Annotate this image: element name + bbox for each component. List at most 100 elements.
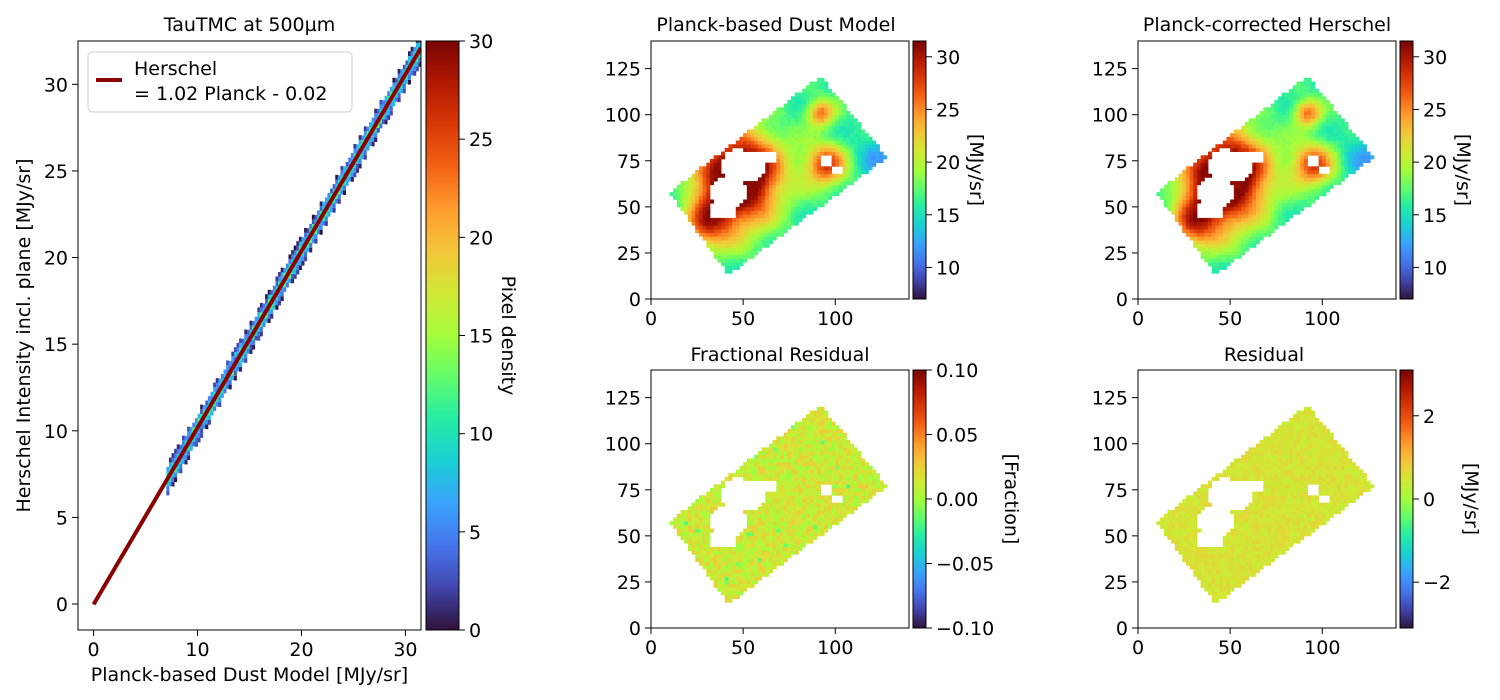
- res-pixel: [1204, 546, 1209, 551]
- fracres-pixel: [761, 502, 766, 507]
- corrected-pixel: [1292, 96, 1297, 101]
- corrected-pixel: [1329, 103, 1334, 108]
- corrected-pixel: [1255, 210, 1261, 215]
- res-pixel: [1237, 569, 1242, 574]
- model-pixel: [754, 188, 759, 193]
- model-pixel: [757, 147, 762, 152]
- model-pixel: [798, 129, 803, 134]
- res-pixel: [1200, 495, 1205, 500]
- corrected-pixel: [1185, 181, 1190, 186]
- model-pixel: [791, 155, 796, 160]
- model-pixel: [787, 195, 792, 200]
- model-pixel: [853, 147, 858, 152]
- density-cell: [270, 304, 274, 310]
- corrected-pixel: [1337, 173, 1342, 178]
- density-cell: [270, 290, 274, 295]
- model-pixel: [783, 144, 788, 149]
- density-cell: [207, 396, 211, 401]
- res-pixel: [1178, 550, 1183, 555]
- corrected-pixel: [1182, 199, 1187, 204]
- model-pixel: [695, 210, 700, 215]
- fracres-pixel: [717, 502, 722, 507]
- fracres-pixel: [709, 546, 715, 551]
- corrected-pixel: [1340, 136, 1345, 141]
- corrected-pixel: [1292, 107, 1297, 112]
- model-pixel: [687, 203, 692, 208]
- corrected-pixel: [1244, 217, 1249, 222]
- fracres-pixel: [776, 484, 781, 489]
- corrected-pixel: [1337, 166, 1342, 171]
- model-pixel: [746, 232, 751, 237]
- corrected-pixel: [1325, 99, 1331, 105]
- model-pixel: [706, 162, 711, 167]
- corrected-pixel: [1344, 144, 1349, 149]
- fracres-pixel: [732, 594, 737, 599]
- corrected-pixel: [1185, 192, 1190, 197]
- density-cell: [168, 462, 172, 468]
- fracres-pixel: [875, 484, 880, 489]
- res-pixel: [1233, 554, 1238, 559]
- model-pixel: [757, 184, 762, 189]
- density-cell: [301, 251, 305, 257]
- res-pixel: [1233, 572, 1238, 577]
- model-pixel: [776, 170, 781, 175]
- density-cell: [291, 269, 295, 274]
- fracres-pixel: [765, 543, 770, 548]
- res-pixel: [1211, 561, 1216, 566]
- density-cell: [176, 449, 180, 454]
- model-pixel: [754, 184, 759, 189]
- model-pixel: [827, 181, 832, 186]
- model-pixel: [728, 251, 733, 256]
- model-panel: Planck-based Dust Model 0 50 100 025507510…: [605, 14, 987, 330]
- res-pixel: [1226, 565, 1231, 570]
- fracres-pixel: [780, 454, 785, 459]
- density-cell: [233, 356, 237, 362]
- density-cell: [314, 229, 318, 235]
- fracres-pixel: [798, 421, 803, 426]
- corrected-pixel: [1267, 184, 1272, 189]
- density-cell: [296, 264, 300, 270]
- fracres-pixel: [820, 532, 825, 537]
- density-cell: [400, 83, 404, 89]
- density-cell: [410, 51, 414, 57]
- fracres-pixel: [757, 462, 762, 467]
- model-pixel: [809, 118, 814, 123]
- corrected-pixel: [1174, 188, 1179, 193]
- fracres-pixel: [780, 484, 785, 489]
- corrected-pixel: [1230, 140, 1235, 145]
- corrected-pixel: [1263, 111, 1268, 116]
- fracres-pixel: [673, 524, 678, 529]
- density-cell: [298, 241, 302, 247]
- fracres-pixel: [754, 473, 759, 478]
- fracres-pixel: [695, 513, 700, 518]
- model-pixel: [791, 203, 796, 208]
- fracres-pixel: [706, 546, 711, 551]
- corrected-pixel: [1189, 188, 1194, 193]
- model-pixel: [768, 199, 774, 204]
- model-pixel: [713, 254, 718, 259]
- fracres-pixel: [802, 543, 807, 548]
- density-cell: [192, 427, 196, 433]
- corrected-pixel: [1303, 125, 1308, 130]
- corrected-pixel: [1204, 225, 1209, 230]
- corrected-pixel: [1300, 129, 1305, 134]
- corrected-pixel: [1252, 144, 1257, 149]
- corrected-pixel: [1314, 114, 1319, 119]
- fracres-pixel: [783, 484, 788, 489]
- model-pixel: [709, 243, 715, 248]
- model-pixel: [838, 147, 844, 152]
- fracres-pixel: [857, 469, 862, 474]
- model-pixel: [739, 210, 744, 215]
- fracres-pixel: [794, 476, 799, 481]
- fracres-pixel: [827, 432, 832, 437]
- model-pixel: [702, 221, 707, 226]
- fracres-pixel: [765, 554, 770, 559]
- model-pixel: [816, 192, 821, 197]
- model-pixel: [728, 221, 733, 226]
- res-pixel: [1233, 557, 1238, 563]
- model-pixel: [831, 133, 836, 138]
- fracres-pixel: [772, 561, 777, 566]
- model-pixel: [816, 122, 821, 127]
- corrected-pixel: [1241, 147, 1246, 152]
- fracres-pixel: [761, 451, 766, 456]
